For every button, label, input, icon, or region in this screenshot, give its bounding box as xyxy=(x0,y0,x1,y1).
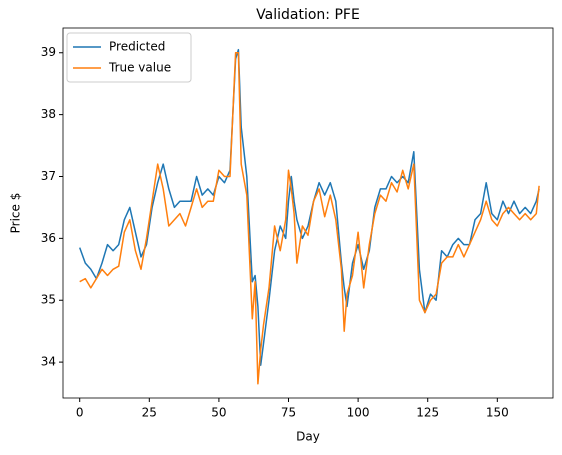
legend-label: Predicted xyxy=(109,40,165,54)
x-tick-label: 0 xyxy=(76,406,84,420)
y-tick-label: 34 xyxy=(41,355,56,369)
x-axis-label: Day xyxy=(296,430,320,444)
x-tick-label: 150 xyxy=(486,406,509,420)
legend-box xyxy=(66,32,192,83)
y-tick-label: 37 xyxy=(41,169,56,183)
series-line xyxy=(79,51,540,385)
legend-label: True value xyxy=(108,61,171,75)
y-tick-label: 38 xyxy=(41,107,56,121)
chart-title: Validation: PFE xyxy=(256,7,360,23)
y-tick-label: 36 xyxy=(41,231,56,245)
x-tick-label: 100 xyxy=(347,406,370,420)
series-line xyxy=(78,48,540,366)
y-axis-label: Price $ xyxy=(9,193,23,234)
x-tick-label: 125 xyxy=(416,406,439,420)
x-tick-label: 25 xyxy=(142,406,157,420)
x-tick-label: 75 xyxy=(281,406,296,420)
y-tick-label: 39 xyxy=(41,45,56,59)
axes-frame xyxy=(62,27,554,399)
x-tick-label: 50 xyxy=(211,406,226,420)
y-tick-label: 35 xyxy=(41,293,56,307)
